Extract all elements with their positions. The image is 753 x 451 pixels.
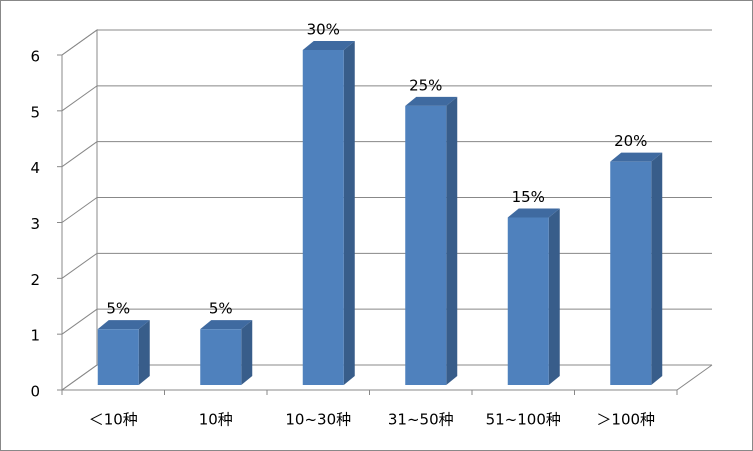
x-tick-label: 10种	[199, 411, 233, 429]
bar	[610, 161, 652, 385]
y-tick-label: 1	[30, 327, 40, 345]
bar	[97, 329, 139, 385]
bar-top	[200, 320, 253, 330]
y-tick-label: 3	[30, 215, 40, 233]
bar	[507, 217, 549, 385]
y-tick-label: 4	[30, 159, 40, 177]
x-tick-label: 10~30种	[285, 411, 351, 429]
value-label: 20%	[614, 132, 647, 150]
bar-top	[405, 96, 458, 106]
bar	[405, 105, 447, 385]
grid-line	[61, 364, 712, 391]
grid-line	[61, 29, 712, 56]
bar-side	[241, 320, 253, 385]
value-label: 15%	[512, 188, 545, 206]
bar-top	[97, 320, 150, 330]
grid-line	[61, 308, 712, 335]
grid-line	[61, 252, 712, 279]
y-tick-label: 0	[30, 383, 40, 401]
bar-side	[651, 152, 663, 385]
bar	[302, 50, 344, 385]
bar-side	[446, 96, 458, 385]
bar-top	[507, 208, 560, 218]
bar-top	[610, 152, 663, 162]
value-label: 25%	[409, 76, 442, 94]
grid-line	[61, 141, 712, 168]
bar-side	[343, 41, 355, 385]
x-tick-label: 51~100种	[486, 411, 561, 429]
value-label: 30%	[307, 21, 340, 39]
x-tick-label: ＞100种	[596, 411, 655, 429]
grid-line	[61, 85, 712, 112]
grid-line	[61, 197, 712, 223]
y-tick-label: 5	[30, 103, 40, 121]
bar-side	[548, 208, 560, 385]
value-label: 5%	[106, 300, 130, 318]
y-tick-label: 6	[30, 48, 40, 66]
bar	[200, 329, 242, 385]
y-tick-label: 2	[30, 271, 40, 289]
value-label: 5%	[209, 300, 233, 318]
bar-side	[138, 320, 150, 385]
x-tick-label: ＜10种	[89, 411, 138, 429]
x-tick-label: 31~50种	[388, 411, 454, 429]
bar-top	[302, 41, 355, 50]
